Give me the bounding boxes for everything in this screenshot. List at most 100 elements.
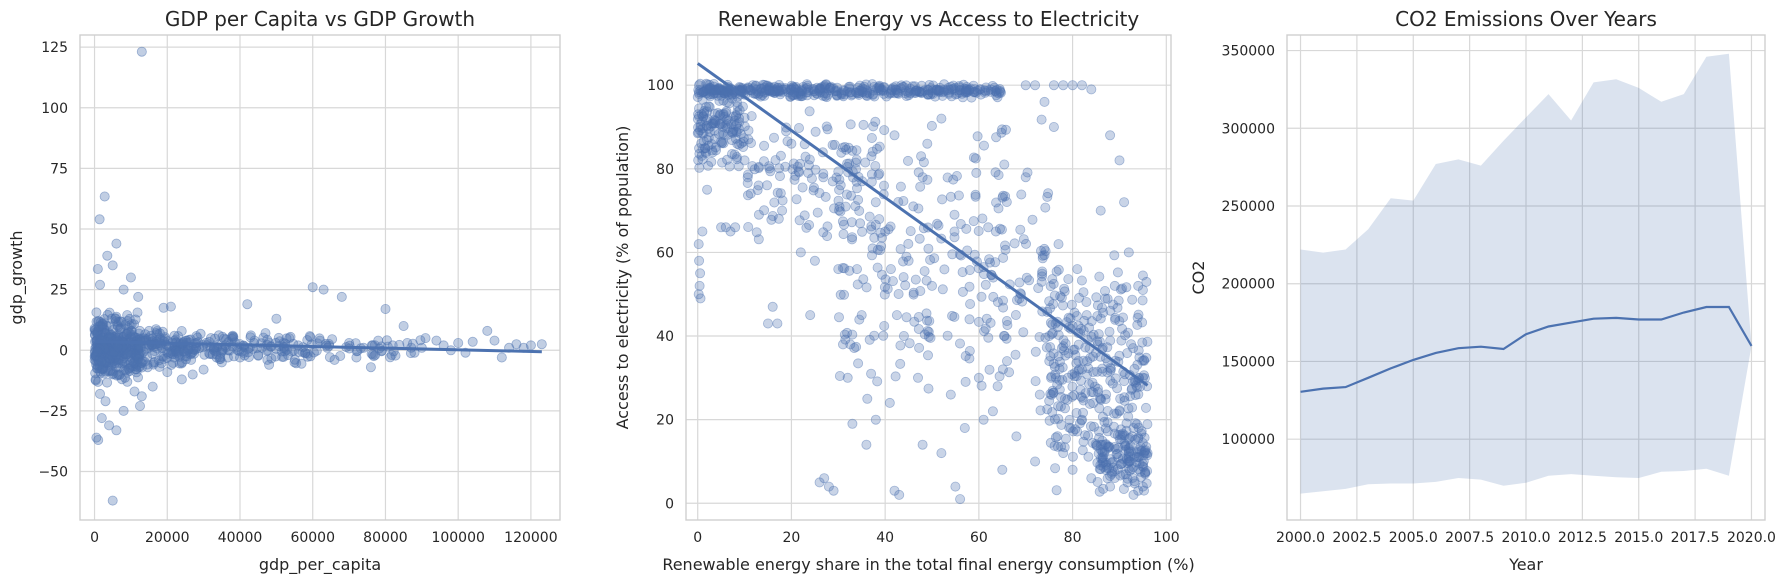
scatter-point <box>1064 422 1075 433</box>
scatter-point <box>1020 80 1031 91</box>
scatter-point <box>99 191 110 202</box>
scatter-point <box>753 161 764 172</box>
scatter-point <box>832 85 843 96</box>
scatter-point <box>702 84 713 95</box>
scatter-point <box>694 111 705 122</box>
scatter-point <box>731 154 742 165</box>
scatter-point <box>431 335 442 346</box>
scatter-point <box>94 214 105 225</box>
scatter-point <box>1053 264 1064 275</box>
scatter-point <box>818 172 829 183</box>
scatter-point <box>712 90 723 101</box>
scatter-point <box>1110 314 1121 325</box>
scatter-point <box>697 94 708 105</box>
scatter-point <box>1137 355 1148 366</box>
scatter-point <box>1050 369 1061 380</box>
scatter-point <box>1011 431 1022 442</box>
scatter-point <box>759 156 770 167</box>
x-tick-label: 100 <box>1153 530 1180 546</box>
scatter-point <box>719 85 730 96</box>
scatter-point <box>917 439 928 450</box>
scatter-point <box>979 140 990 151</box>
scatter-point <box>957 88 968 99</box>
scatter-point <box>1102 405 1113 416</box>
scatter-point <box>785 84 796 95</box>
scatter-point <box>1059 286 1070 297</box>
x-tick-label: 120000 <box>504 530 557 546</box>
scatter-point <box>959 83 970 94</box>
scatter-point <box>1063 274 1074 285</box>
scatter-point <box>1136 445 1147 456</box>
scatter-point <box>1037 253 1048 264</box>
scatter-point <box>1094 426 1105 437</box>
scatter-point <box>950 83 961 94</box>
scatter-point <box>1099 416 1110 427</box>
plot-frame <box>1286 34 1766 521</box>
scatter-point <box>762 180 773 191</box>
scatter-point <box>123 363 134 374</box>
x-axis-label: gdp_per_capita <box>259 555 381 575</box>
scatter-point <box>859 81 870 92</box>
scatter-point <box>242 299 253 310</box>
scatter-point <box>795 158 806 169</box>
scatter-point <box>854 314 865 325</box>
scatter-point <box>698 128 709 139</box>
scatter-point <box>782 136 793 147</box>
scatter-point <box>928 80 939 91</box>
scatter-point <box>839 289 850 300</box>
scatter-point <box>708 88 719 99</box>
scatter-point <box>368 351 379 362</box>
scatter-point <box>937 90 948 101</box>
scatter-point <box>1018 327 1029 338</box>
scatter-point <box>831 90 842 101</box>
scatter-point <box>716 90 727 101</box>
scatter-point <box>1095 393 1106 404</box>
scatter-point <box>887 85 898 96</box>
scatter-point <box>709 84 720 95</box>
scatter-point <box>1125 440 1136 451</box>
scatter-point <box>718 129 729 140</box>
scatter-point <box>949 226 960 237</box>
scatter-point <box>815 83 826 94</box>
scatter-point <box>886 85 897 96</box>
scatter-point <box>709 114 720 125</box>
scatter-point <box>987 81 998 92</box>
scatter-point <box>1115 284 1126 295</box>
scatter-point <box>1049 290 1060 301</box>
scatter-point <box>766 82 777 93</box>
scatter-point <box>1035 405 1046 416</box>
scatter-point <box>874 83 885 94</box>
scatter-point <box>903 90 914 101</box>
scatter-point <box>694 87 705 98</box>
scatter-point <box>764 82 775 93</box>
scatter-point <box>809 255 820 266</box>
scatter-point <box>1070 350 1081 361</box>
scatter-point <box>700 143 711 154</box>
scatter-point <box>707 145 718 156</box>
scatter-point <box>964 84 975 95</box>
scatter-point <box>964 85 975 96</box>
scatter-point <box>1093 329 1104 340</box>
scatter-point <box>699 143 710 154</box>
scatter-point <box>1104 441 1115 452</box>
scatter-point <box>1097 447 1108 458</box>
x-axis-label: Renewable energy share in the total fina… <box>662 555 1194 574</box>
scatter-point <box>729 115 740 126</box>
scatter-point <box>271 313 282 324</box>
scatter-point <box>771 86 782 97</box>
scatter-point <box>1002 319 1013 330</box>
scatter-point <box>1080 388 1091 399</box>
scatter-point <box>739 155 750 166</box>
scatter-point <box>904 338 915 349</box>
scatter-point <box>971 87 982 98</box>
scatter-point <box>694 162 705 173</box>
scatter-point <box>999 331 1010 342</box>
scatter-point <box>1098 451 1109 462</box>
scatter-point <box>1093 448 1104 459</box>
scatter-point <box>877 269 888 280</box>
regression-line <box>94 340 542 354</box>
scatter-point <box>132 372 143 383</box>
scatter-point <box>964 345 975 356</box>
scatter-point <box>869 91 880 102</box>
scatter-point <box>960 376 971 387</box>
